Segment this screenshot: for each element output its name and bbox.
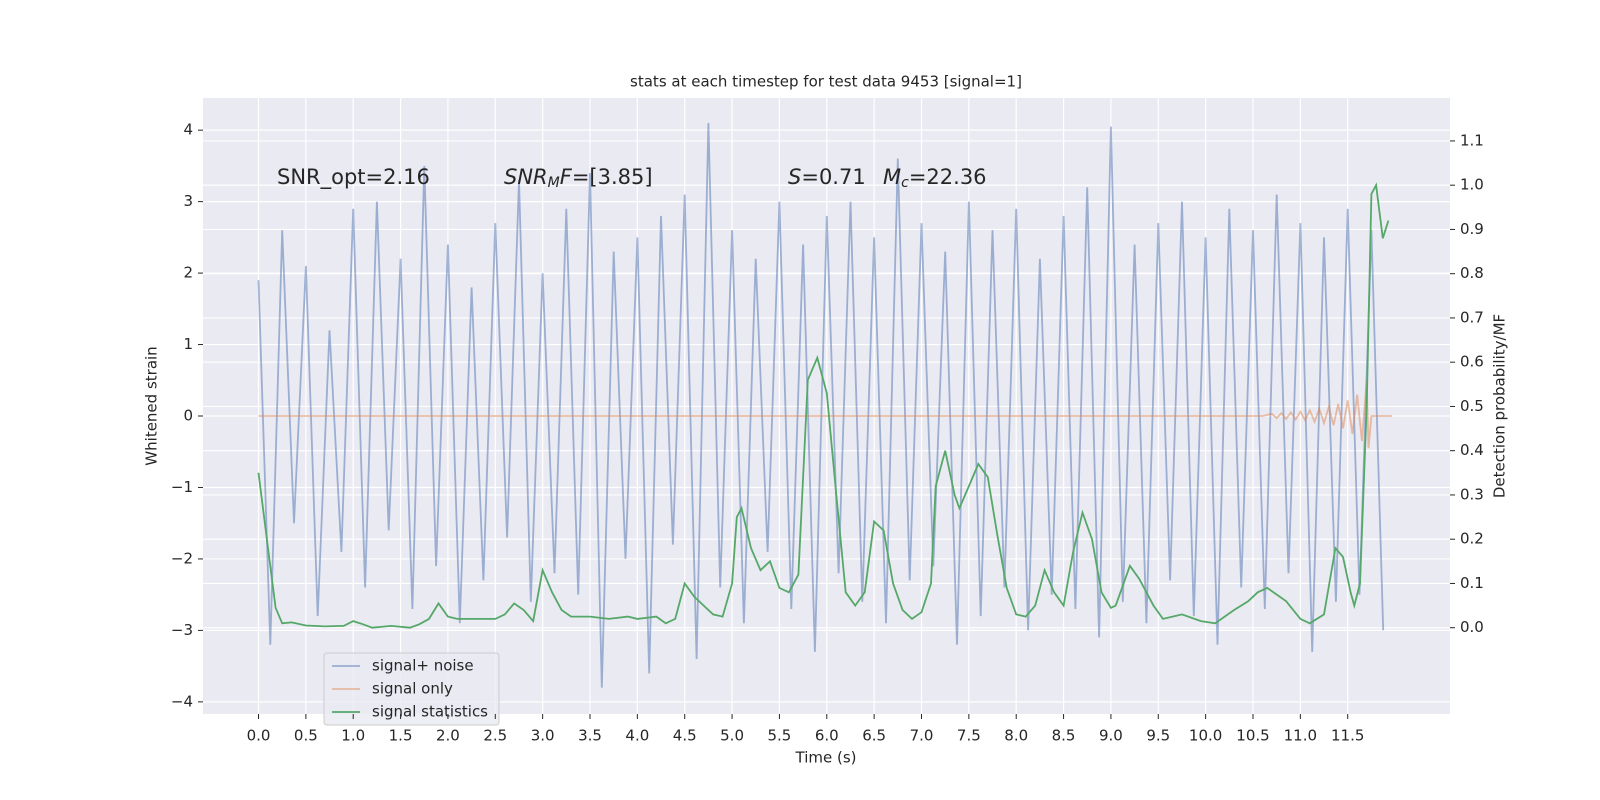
x-tick-label: 3.0 — [531, 727, 555, 745]
y-tick-label: 2 — [183, 264, 193, 282]
y-tick-label: −1 — [171, 478, 193, 496]
y2-tick-label: 0.0 — [1460, 618, 1484, 636]
x-tick-label: 5.0 — [720, 727, 744, 745]
annotation-part: SNR — [504, 165, 548, 189]
y-tick-label: 1 — [183, 335, 193, 353]
x-tick-label: 5.5 — [767, 727, 791, 745]
legend-label: signal+ noise — [372, 657, 474, 675]
x-tick-label: 1.5 — [389, 727, 413, 745]
x-tick-label: 3.5 — [578, 727, 602, 745]
x-tick-label: 1.0 — [341, 727, 365, 745]
series-line — [257, 122, 1385, 688]
series-line — [257, 182, 1390, 629]
x-tick-label: 7.5 — [957, 727, 981, 745]
legend-label: signal statistics — [372, 703, 488, 721]
y-tick-label: 4 — [183, 121, 193, 139]
y2-tick-label: 0.3 — [1460, 485, 1484, 503]
y2-axis-label: Detection probability/MF — [1491, 314, 1509, 498]
x-tick-label: 8.5 — [1052, 727, 1076, 745]
y2-tick-label: 0.8 — [1460, 264, 1484, 282]
annotation-part: S — [788, 165, 801, 189]
x-tick-label: 0.5 — [294, 727, 318, 745]
annotation-part: =[3.85] — [572, 165, 653, 189]
x-tick-label: 8.0 — [1004, 727, 1028, 745]
y2-tick-label: 1.1 — [1460, 131, 1484, 149]
y2-tick-label: 0.7 — [1460, 308, 1484, 326]
annotation-part: SNR_opt=2.16 — [277, 165, 430, 190]
annotation: SNRMF=[3.85] — [504, 165, 653, 191]
series-line — [258, 380, 1393, 449]
x-tick-label: 11.0 — [1284, 727, 1317, 745]
x-axis-label: Time (s) — [795, 749, 857, 767]
annotation: Mc=22.36 — [883, 165, 987, 191]
x-tick-label: 10.0 — [1189, 727, 1222, 745]
x-tick-label: 4.0 — [625, 727, 649, 745]
legend-label: signal only — [372, 680, 453, 698]
y2-tick-label: 0.9 — [1460, 220, 1484, 238]
y-tick-label: 3 — [183, 192, 193, 210]
plot — [257, 122, 1393, 688]
y-tick-label: −2 — [171, 549, 193, 567]
x-tick-label: 4.5 — [673, 727, 697, 745]
y2-tick-label: 0.5 — [1460, 397, 1484, 415]
y2-tick-label: 0.4 — [1460, 441, 1484, 459]
legend: signal+ noise signal only signal statistic… — [323, 652, 500, 726]
annotation-part: =22.36 — [909, 165, 987, 189]
y-tick-label: −3 — [171, 621, 193, 639]
annotation: SNR_opt=2.16 — [277, 165, 430, 190]
annotation-part: M — [548, 175, 560, 191]
x-tick-label: 9.0 — [1099, 727, 1123, 745]
x-tick-label: 9.5 — [1146, 727, 1170, 745]
y-tick-label: −4 — [171, 692, 193, 710]
x-tick-label: 2.0 — [436, 727, 460, 745]
x-tick-label: 11.5 — [1331, 727, 1364, 745]
annotation: S=0.71 — [788, 165, 866, 189]
x-tick-label: 2.5 — [483, 727, 507, 745]
y2-tick-label: 0.1 — [1460, 574, 1484, 592]
x-tick-label: 10.5 — [1236, 727, 1269, 745]
y2-tick-label: 0.2 — [1460, 530, 1484, 548]
y-axis-label: Whitened strain — [143, 346, 161, 465]
x-tick-label: 0.0 — [247, 727, 271, 745]
annotation-part: =0.71 — [801, 165, 865, 189]
x-tick-label: 7.0 — [910, 727, 934, 745]
chart-title: stats at each timestep for test data 945… — [630, 73, 1022, 91]
annotations: SNR_opt=2.16 SNRMF=[3.85] S=0.71 Mc=22.36 — [277, 165, 987, 191]
y-tick-label: 0 — [183, 407, 193, 425]
y2-tick-label: 0.6 — [1460, 353, 1484, 371]
annotation-part: c — [901, 175, 909, 191]
x-tick-label: 6.5 — [862, 727, 886, 745]
annotation-part: F — [560, 165, 573, 189]
annotation-part: M — [883, 165, 901, 189]
legend-box — [323, 652, 500, 726]
y2-tick-label: 1.0 — [1460, 176, 1484, 194]
x-tick-label: 6.0 — [815, 727, 839, 745]
